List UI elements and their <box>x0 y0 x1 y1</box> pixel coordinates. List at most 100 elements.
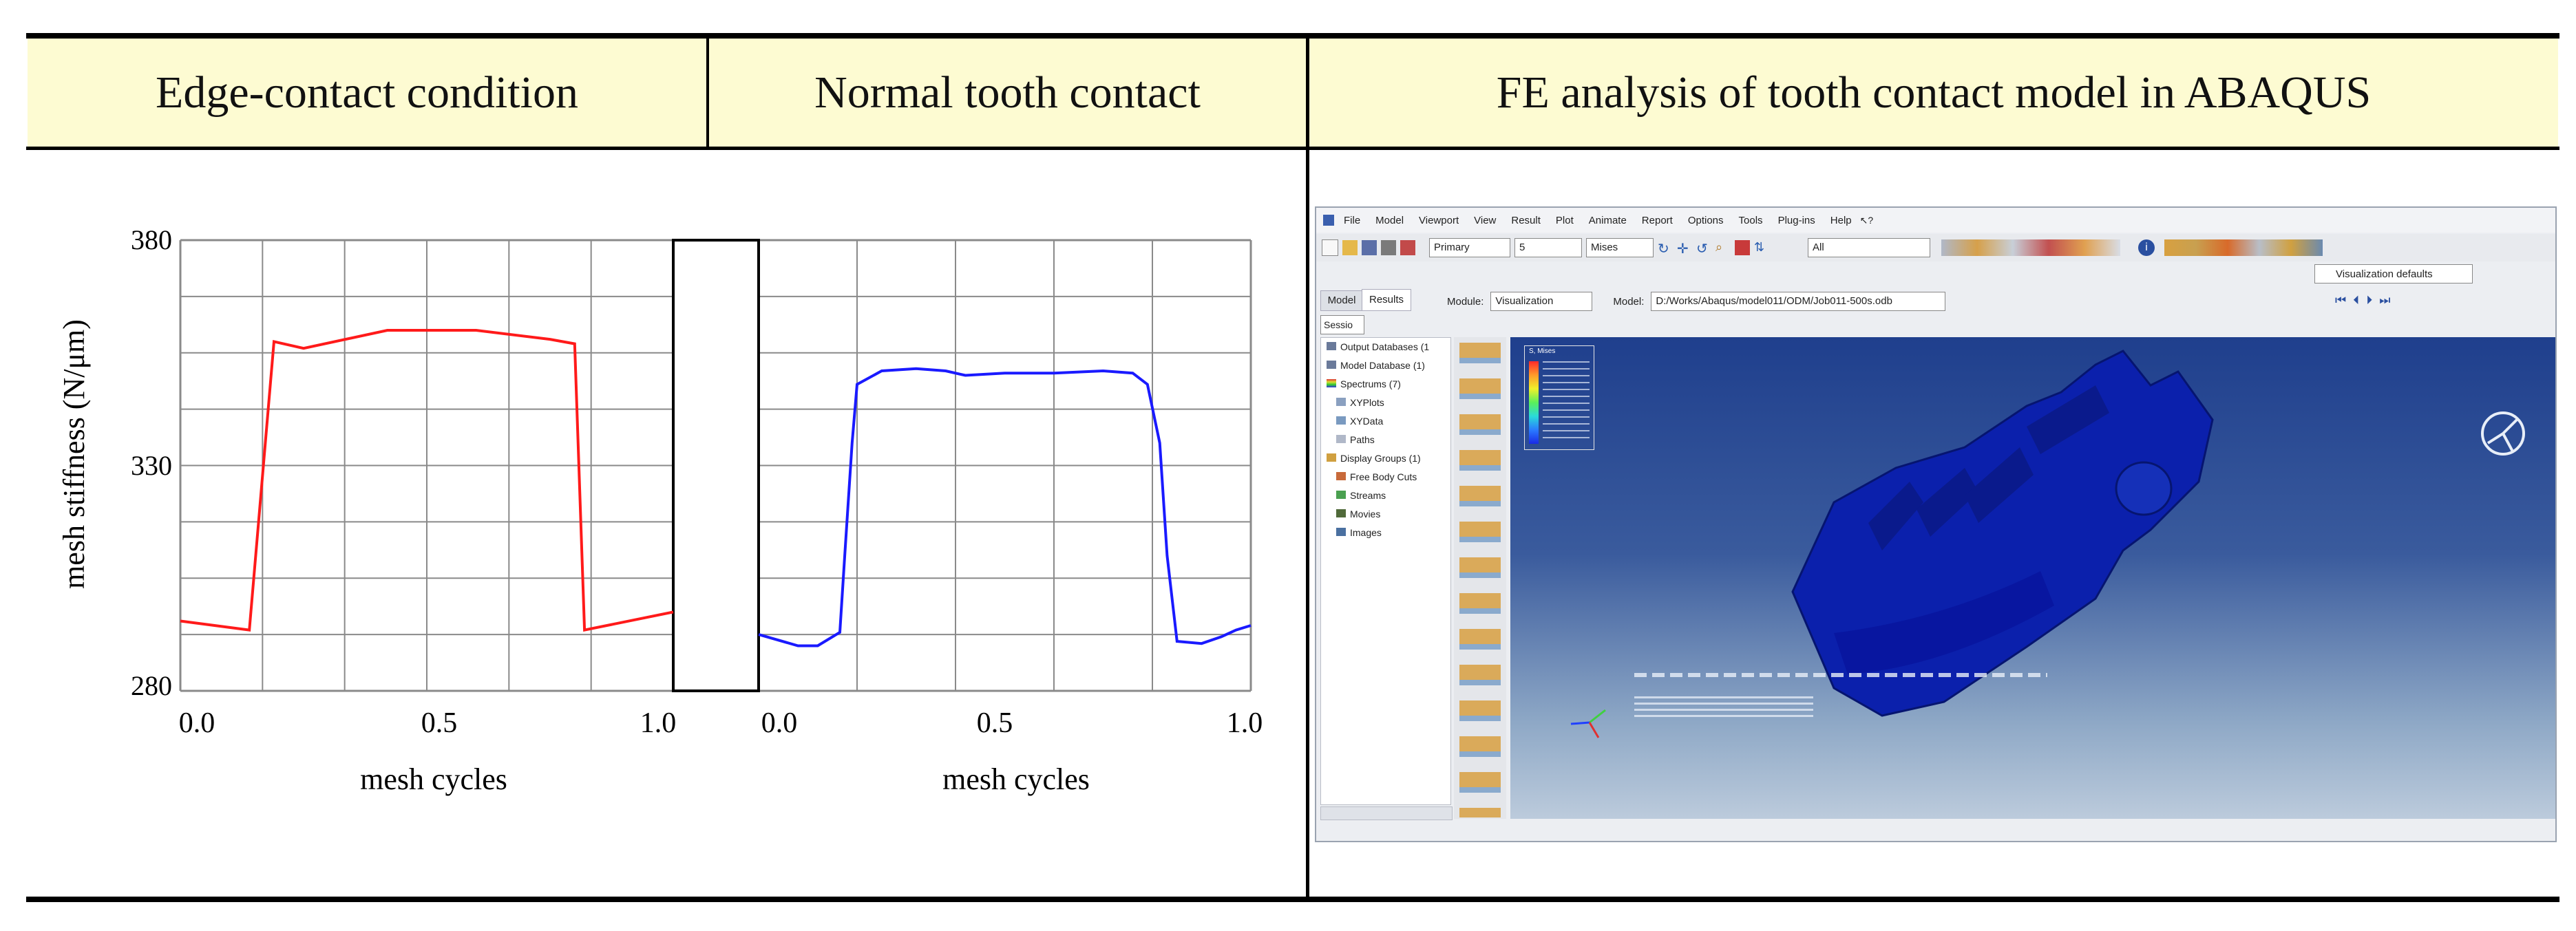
chart1-x-tick-1: 1.0 <box>640 707 677 739</box>
chart2-x-label: mesh cycles <box>942 762 1090 796</box>
gear-tooth-1 <box>1868 482 1923 550</box>
tree-item-free-body-cuts[interactable]: Free Body Cuts <box>1327 468 1450 486</box>
save-icon[interactable] <box>1362 240 1377 255</box>
menu-viewport[interactable]: Viewport <box>1419 214 1459 226</box>
database-icon <box>1327 342 1336 350</box>
chart-gap-box <box>672 239 760 692</box>
viewport[interactable]: S, Mises <box>1510 337 2555 819</box>
path-icon <box>1336 435 1346 443</box>
menu-options[interactable]: Options <box>1687 214 1724 226</box>
rotate-icon[interactable]: ↺ <box>1696 242 1708 257</box>
tree-item-label: Model Database (1) <box>1340 360 1425 371</box>
tree-scrollbar[interactable] <box>1320 806 1453 820</box>
tab-results[interactable]: Results <box>1362 289 1411 311</box>
visualization-defaults-select[interactable]: Visualization defaults <box>2314 264 2473 283</box>
group-icon <box>1327 453 1336 462</box>
variable-select[interactable]: Mises <box>1586 238 1654 257</box>
refresh-icon[interactable]: ↻ <box>1658 242 1669 257</box>
legend-values <box>1543 361 1590 444</box>
results-tree: Output Databases (1 Model Database (1) S… <box>1320 337 1451 805</box>
module-bar: Module: Visualization Model: D:/Works/Ab… <box>1447 290 2555 312</box>
help-cursor-icon[interactable]: ↖? <box>1859 214 1874 226</box>
tool-icons[interactable] <box>1459 343 1501 817</box>
y-tick-280: 280 <box>131 670 172 701</box>
info-icon[interactable]: i <box>2138 239 2155 256</box>
menu-model[interactable]: Model <box>1375 214 1404 226</box>
plot-icon <box>1336 398 1346 406</box>
module-label: Module: <box>1447 295 1484 308</box>
tree-item-streams[interactable]: Streams <box>1327 486 1450 505</box>
menu-result[interactable]: Result <box>1511 214 1541 226</box>
display-icons[interactable] <box>2164 239 2323 256</box>
abaqus-window: File Model Viewport View Result Plot Ani… <box>1315 206 2557 842</box>
view-cube-icon[interactable] <box>2475 406 2531 461</box>
tree-item-label: Images <box>1350 527 1382 538</box>
tree-item-model-database[interactable]: Model Database (1) <box>1327 356 1450 375</box>
menu-view[interactable]: View <box>1474 214 1497 226</box>
database-icon <box>1327 361 1336 369</box>
axis-icon[interactable]: ⇅ <box>1754 240 1765 254</box>
bottom-rule <box>26 897 2559 902</box>
session-select[interactable]: Sessio <box>1320 315 1364 334</box>
print-icon[interactable] <box>1381 240 1396 255</box>
open-file-icon[interactable] <box>1342 240 1358 255</box>
tree-item-xydata[interactable]: XYData <box>1327 412 1450 431</box>
tree-item-label: Paths <box>1350 434 1375 445</box>
axis-triad-icon <box>1570 709 1606 738</box>
tree-item-paths[interactable]: Paths <box>1327 431 1450 449</box>
module-select[interactable]: Visualization <box>1490 292 1593 311</box>
tree-item-movies[interactable]: Movies <box>1327 505 1450 524</box>
tree-item-display-groups[interactable]: Display Groups (1) <box>1327 449 1450 468</box>
table-icon <box>1336 416 1346 425</box>
menu-help[interactable]: Help <box>1830 214 1852 226</box>
tree-item-label: Streams <box>1350 490 1386 501</box>
header-fe-analysis: FE analysis of tooth contact model in AB… <box>1496 67 2372 118</box>
animation-controls[interactable]: ⏮⏴⏵⏭ <box>2335 293 2398 307</box>
gear-tooth-2 <box>1917 468 1978 537</box>
primary-select[interactable]: Primary <box>1429 238 1510 257</box>
tree-item-images[interactable]: Images <box>1327 524 1450 542</box>
gear-hub <box>1834 571 2054 674</box>
header-band <box>28 38 2558 148</box>
main-toolbar: Primary 5 Mises ↻ ✛ ↺ ⌕ ⇅ All i <box>1316 234 2555 261</box>
gear-tooth-4 <box>2027 385 2109 454</box>
tree-item-spectrums[interactable]: Spectrums (7) <box>1327 375 1450 394</box>
tree-item-label: Output Databases (1 <box>1340 341 1430 352</box>
query-icon[interactable] <box>1400 240 1415 255</box>
tree-item-label: Free Body Cuts <box>1350 471 1417 482</box>
chart1-x-tick-05: 0.5 <box>421 707 458 739</box>
chart1-x-tick-0: 0.0 <box>179 707 215 739</box>
menu-file[interactable]: File <box>1344 214 1361 226</box>
tab-model[interactable]: Model <box>1320 290 1363 311</box>
menu-tools[interactable]: Tools <box>1738 214 1763 226</box>
tree-item-xyplots[interactable]: XYPlots <box>1327 394 1450 412</box>
fit-icon[interactable] <box>1735 240 1750 255</box>
model-select[interactable]: D:/Works/Abaqus/model011/ODM/Job011-500s… <box>1651 292 1946 311</box>
tree-item-output-databases[interactable]: Output Databases (1 <box>1327 338 1450 356</box>
y-axis-label: mesh stiffness (N/μm) <box>57 319 91 589</box>
pan-icon[interactable]: ✛ <box>1677 242 1689 257</box>
tree-item-label: Movies <box>1350 509 1381 520</box>
menu-plugins[interactable]: Plug-ins <box>1777 214 1815 226</box>
new-file-icon[interactable] <box>1322 239 1338 256</box>
visualization-defaults-label: Visualization defaults <box>2336 268 2433 280</box>
y-tick-330: 330 <box>131 450 172 481</box>
step-select[interactable]: 5 <box>1514 238 1582 257</box>
divider-1 <box>706 38 709 148</box>
render-icons[interactable] <box>1941 239 2120 256</box>
legend-title: S, Mises <box>1529 347 1556 355</box>
chart2-x-tick-1: 1.0 <box>1227 707 1263 739</box>
menu-report[interactable]: Report <box>1641 214 1673 226</box>
model-label: Model: <box>1613 295 1645 308</box>
stream-icon <box>1336 491 1346 499</box>
all-select[interactable]: All <box>1808 238 1930 257</box>
header-normal-contact: Normal tooth contact <box>814 67 1201 118</box>
zoom-icon[interactable]: ⌕ <box>1715 240 1723 254</box>
gear-tooth-3 <box>1965 447 2034 523</box>
cut-icon <box>1336 472 1346 480</box>
normal-contact-series-line <box>758 367 1252 648</box>
stiffness-charts: 380 330 280 0.0 0.5 1.0 0.0 0.5 1.0 mesh… <box>57 224 1263 796</box>
menu-animate[interactable]: Animate <box>1588 214 1627 226</box>
tree-item-label: XYPlots <box>1350 397 1384 408</box>
menu-plot[interactable]: Plot <box>1555 214 1574 226</box>
